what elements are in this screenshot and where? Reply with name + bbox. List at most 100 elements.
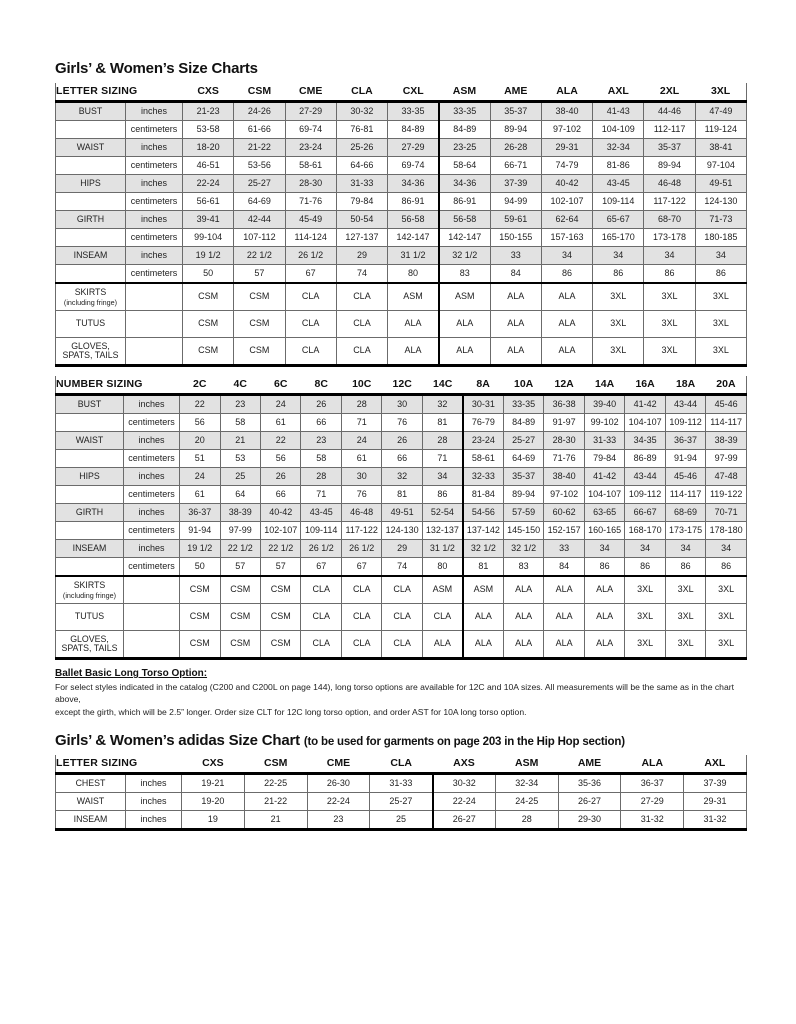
- table-cell: 21: [219, 431, 261, 450]
- table-cell: 124-130: [694, 192, 748, 211]
- table-cell: 71: [300, 485, 342, 504]
- table-cell: 89-94: [643, 156, 696, 175]
- table-cell: CLA: [381, 630, 423, 659]
- table-cell: CLA: [340, 603, 383, 631]
- table-cell: 83: [437, 264, 491, 284]
- row-label: [55, 521, 124, 540]
- table-cell: 66-71: [489, 156, 542, 175]
- column-header-cme: CME: [285, 83, 337, 103]
- table-cell: 66: [259, 485, 302, 504]
- column-header-ame: AME: [558, 755, 621, 776]
- table-cell: 71-76: [284, 192, 337, 211]
- row-label: WAIST: [55, 138, 126, 157]
- table-cell: 3XL: [592, 337, 645, 366]
- table-row: INSEAM inches 19 1/2 22 1/2 26 1/2 29 31 1/2 32…: [55, 246, 748, 265]
- table-cell: CLA: [284, 337, 337, 366]
- table-cell: 32-33: [461, 467, 504, 486]
- table-cell: 24-25: [494, 792, 559, 812]
- table-cell: 76: [381, 413, 423, 432]
- table-cell: 25-27: [233, 174, 286, 193]
- table-cell: 28: [340, 394, 383, 414]
- table-cell: 61: [259, 413, 302, 432]
- table-cell: 27-29: [620, 792, 685, 812]
- table-row: HIPS inches 22-24 25-27 28-30 31-33 34-36 34-36…: [55, 174, 748, 193]
- row-label: BUST: [55, 394, 124, 414]
- table-cell: 74-79: [540, 156, 594, 175]
- letter-sizing-table: LETTER SIZING CXS CSM CME CLA CXL ASM AME ALA AXL…: [55, 83, 748, 367]
- table-cell: ALA: [461, 603, 504, 631]
- table-cell: 39-40: [583, 394, 626, 414]
- table-row: CHEST inches 19-21 22-25 26-30 31-33 30-32 32-3…: [55, 773, 747, 794]
- table-cell: ALA: [502, 575, 545, 604]
- table-cell: 173-175: [664, 521, 707, 540]
- table-cell: 24-26: [233, 101, 286, 121]
- table-cell: 104-107: [583, 485, 626, 504]
- column-header-8c: 8C: [300, 376, 342, 396]
- table-cell: 3XL: [694, 310, 748, 338]
- table-cell: 34-35: [624, 431, 666, 450]
- table-cell: 67: [284, 264, 337, 284]
- table-cell: 132-137: [421, 521, 464, 540]
- row-label: [55, 192, 126, 211]
- table-cell: 23: [300, 431, 342, 450]
- table-cell: 76-79: [461, 413, 504, 432]
- table-cell: 117-122: [643, 192, 696, 211]
- table-cell: 91-97: [543, 413, 585, 432]
- table-cell: 40-42: [259, 503, 302, 522]
- row-label: INSEAM: [55, 810, 126, 831]
- table-cell: CSM: [219, 603, 261, 631]
- table-cell: 49-51: [694, 174, 748, 193]
- table-cell: 26 1/2: [340, 539, 383, 558]
- table-cell: 84: [543, 557, 585, 577]
- table-cell: 29-31: [683, 792, 747, 812]
- table-cell: ALA: [437, 337, 491, 366]
- table-cell: CLA: [335, 337, 389, 366]
- table-cell: 65-67: [592, 210, 645, 229]
- table-cell: 19-20: [181, 792, 245, 812]
- table-cell: 104-107: [624, 413, 666, 432]
- table-cell: 63-65: [583, 503, 626, 522]
- adidas-title-sub: (to be used for garments on page 203 in …: [303, 736, 625, 749]
- table-cell: 58: [219, 413, 261, 432]
- table-cell: 49-51: [381, 503, 423, 522]
- table-cell: 34: [540, 246, 594, 265]
- table-row: GIRTH inches 36-37 38-39 40-42 43-45 46-48 49-5…: [55, 503, 747, 522]
- table-cell: 76-81: [335, 120, 389, 139]
- table-cell: 30-32: [335, 101, 389, 121]
- row-label: CHEST: [55, 773, 126, 794]
- column-header-2xl: 2XL: [643, 83, 696, 103]
- table-cell: 37-39: [489, 174, 542, 193]
- table-cell: 25: [219, 467, 261, 486]
- table-cell: ALA: [543, 575, 585, 604]
- table-cell: 3XL: [664, 630, 707, 659]
- table-cell: 61: [179, 485, 221, 504]
- table-cell: 38-40: [540, 101, 594, 121]
- table-cell: 58-64: [437, 156, 491, 175]
- unit-label: centimeters: [124, 120, 184, 139]
- table-row: HIPS inches 24 25 26 28 30 32 34 32-33 35-37 38-40 4…: [55, 467, 747, 486]
- unit-label: inches: [124, 810, 183, 831]
- table-cell: 47-49: [694, 101, 748, 121]
- table-cell: 71: [421, 449, 464, 468]
- table-row: WAIST inches 19-20 21-22 22-24 25-27 22-24 24-2…: [55, 792, 747, 812]
- table-cell: 114-124: [284, 228, 337, 247]
- ballet-long-torso-note: Ballet Basic Long Torso Option: For sele…: [55, 668, 747, 718]
- row-label: [55, 449, 124, 468]
- table-cell: 86: [705, 557, 747, 577]
- table-cell: 91-94: [179, 521, 221, 540]
- table-cell: 66: [300, 413, 342, 432]
- table-cell: 22-24: [182, 174, 235, 193]
- table-cell: 53: [219, 449, 261, 468]
- table-cell: 32: [381, 467, 423, 486]
- table-cell: 119-124: [694, 120, 748, 139]
- table-cell: 3XL: [643, 337, 696, 366]
- table-cell: 29: [381, 539, 423, 558]
- row-label: WAIST: [55, 431, 124, 450]
- row-label: [55, 264, 126, 284]
- adidas-sizing-table: LETTER SIZING CXS CSM CME CLA AXS ASM AME ALA AXL…: [55, 755, 747, 832]
- table-header-row: NUMBER SIZING 2C 4C 6C 8C 10C 12C 14C 8A 10A 12A 14…: [55, 376, 747, 396]
- table-cell: 79-84: [335, 192, 389, 211]
- table-cell: 26: [259, 467, 302, 486]
- table-cell: 97-102: [543, 485, 585, 504]
- unit-label: centimeters: [124, 156, 184, 175]
